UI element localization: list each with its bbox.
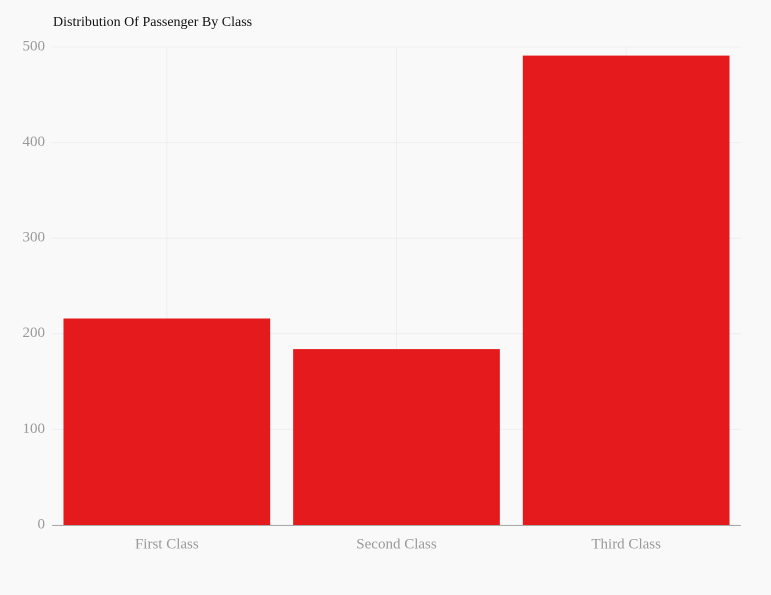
x-tick-label: Second Class	[356, 536, 437, 552]
bar	[293, 349, 500, 525]
chart-title: Distribution Of Passenger By Class	[53, 15, 252, 30]
y-tick-label: 0	[38, 516, 46, 532]
y-tick-label: 500	[23, 38, 46, 54]
y-tick-label: 400	[23, 134, 46, 150]
y-tick-label: 100	[23, 421, 46, 437]
y-tick-label: 200	[23, 325, 46, 341]
bar	[522, 55, 730, 525]
bar	[63, 318, 271, 525]
x-tick-label: Third Class	[591, 536, 661, 552]
y-tick-label: 300	[23, 230, 46, 246]
x-tick-label: First Class	[135, 536, 199, 552]
